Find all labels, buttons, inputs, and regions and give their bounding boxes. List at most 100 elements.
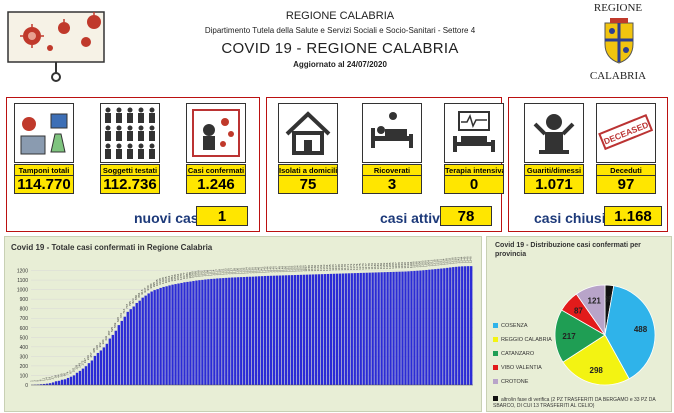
bar-data-label: 11 xyxy=(41,378,45,381)
bar-data-label: 1178 xyxy=(367,263,371,270)
chart-bar xyxy=(383,272,386,385)
tile-label: Casi confermati xyxy=(186,164,246,176)
bar-data-label: 1154 xyxy=(295,265,299,272)
person-head xyxy=(105,143,111,149)
chart-bar xyxy=(293,275,297,385)
chart-bar xyxy=(114,330,118,385)
person-body xyxy=(138,113,144,123)
person-head xyxy=(149,125,155,131)
bar-data-label: 55 xyxy=(59,373,63,377)
chart-bar xyxy=(290,275,294,385)
tile-value: 1.246 xyxy=(186,176,246,194)
chart-bar xyxy=(281,275,285,385)
chart-bar xyxy=(201,279,204,385)
chart-bar xyxy=(177,283,180,385)
page-title: COVID 19 - REGIONE CALABRIA xyxy=(221,40,459,57)
bar-data-label: 1166 xyxy=(331,264,335,271)
update-date: Aggiornato al 24/07/2020 xyxy=(293,60,387,69)
chart-bar xyxy=(266,275,270,385)
hospital-bed-icon xyxy=(362,103,422,163)
bar-data-label: 1209 xyxy=(427,260,431,267)
chart-bar xyxy=(54,381,58,385)
bar-data-label: 1159 xyxy=(310,265,314,272)
bar-data-label: 3 xyxy=(32,380,36,382)
bar-data-label: 1179 xyxy=(370,263,374,270)
chart-bar xyxy=(410,271,413,385)
bar-data-label: 1109 xyxy=(206,269,210,276)
bar-data-label: 1196 xyxy=(412,261,416,268)
covid-banner-illustration xyxy=(6,6,108,82)
chart-bar xyxy=(228,277,231,385)
chart-bar xyxy=(305,274,309,385)
chart-bar xyxy=(356,273,359,385)
bar-data-label: 1215 xyxy=(433,259,437,266)
bar-data-label: 1236 xyxy=(451,257,455,264)
chart-bar xyxy=(425,269,428,385)
chart-bar xyxy=(347,273,350,385)
chart-bar xyxy=(102,347,106,385)
chart-bar xyxy=(284,275,288,385)
chart-bar xyxy=(467,266,470,385)
bar-data-label: 1085 xyxy=(188,272,192,279)
y-tick-label: 500 xyxy=(20,335,29,341)
bar-data-label: 1200 xyxy=(418,261,422,268)
logo-bottom-text: CALABRIA xyxy=(589,70,647,82)
chart-bar xyxy=(159,287,162,385)
header: REGIONE CALABRIA Dipartimento Tutela del… xyxy=(0,0,674,92)
pie-slice-label: 217 xyxy=(562,332,576,341)
bar-data-label: 1218 xyxy=(436,259,440,266)
chart-bar xyxy=(419,270,422,385)
chart-bar xyxy=(48,383,52,385)
bar-data-label: 1095 xyxy=(194,271,198,278)
bar-data-label: 1188 xyxy=(397,262,401,269)
tile-value: 97 xyxy=(596,176,656,194)
chart-bar xyxy=(341,273,344,385)
chart-bar xyxy=(138,300,141,385)
chart-bar xyxy=(198,280,201,385)
bar-data-label: 1130 xyxy=(236,267,240,274)
bar-data-label: 1168 xyxy=(337,264,341,271)
bar-data-label: 1005 xyxy=(155,279,159,286)
person-head xyxy=(116,143,122,149)
bar-data-label: 1114 xyxy=(212,269,216,276)
chart-bar xyxy=(287,275,291,385)
bar-data-label: 1081 xyxy=(185,272,189,279)
chart-bar xyxy=(449,267,452,385)
chart-bar xyxy=(156,289,159,385)
legend-item-crotone: CROTONE xyxy=(493,379,528,385)
bar-data-label: 1171 xyxy=(346,264,350,271)
bar-data-label: 1184 xyxy=(385,262,389,269)
bar-data-label: 1149 xyxy=(280,266,284,273)
chart-bar xyxy=(189,281,192,385)
chart-bar xyxy=(320,274,324,385)
bar-data-label: 1228 xyxy=(445,258,449,265)
chart-bar xyxy=(359,272,362,385)
chart-bar xyxy=(165,286,168,385)
chart-bar xyxy=(362,272,365,385)
bar-data-label: 1164 xyxy=(325,264,329,271)
chart-bar xyxy=(81,368,85,385)
chart-bar xyxy=(219,278,222,385)
legend-swatch xyxy=(493,379,498,385)
chart-bar xyxy=(263,275,267,385)
chart-bar xyxy=(326,273,330,385)
chart-bar xyxy=(234,277,237,385)
bar-data-label: 1058 xyxy=(173,274,177,281)
bar-data-label: 1 xyxy=(29,380,33,382)
bar-data-label: 1143 xyxy=(262,266,266,273)
bar-data-label: 1106 xyxy=(203,270,207,277)
bar-data-label: 19 xyxy=(47,377,51,381)
bar-data-label: 1182 xyxy=(379,262,383,269)
bar-data-label: 172 xyxy=(80,360,84,365)
bar-data-label: 1127 xyxy=(230,268,234,275)
chart-bar xyxy=(302,274,306,385)
bar-data-label: 44 xyxy=(56,374,60,378)
bar-data-label: 1052 xyxy=(170,275,174,282)
bar-chart-svg: 0 100 200 300 400 500 600 700 800 900 1000 1100 1200… xyxy=(17,256,473,389)
y-tick-label: 800 xyxy=(20,307,29,313)
tile-label: Deceduti xyxy=(596,164,656,176)
chart-bar xyxy=(192,281,195,385)
closed-cases-label: casi chiusi xyxy=(534,210,606,226)
person-body xyxy=(116,149,122,159)
chart-bar xyxy=(249,276,252,385)
